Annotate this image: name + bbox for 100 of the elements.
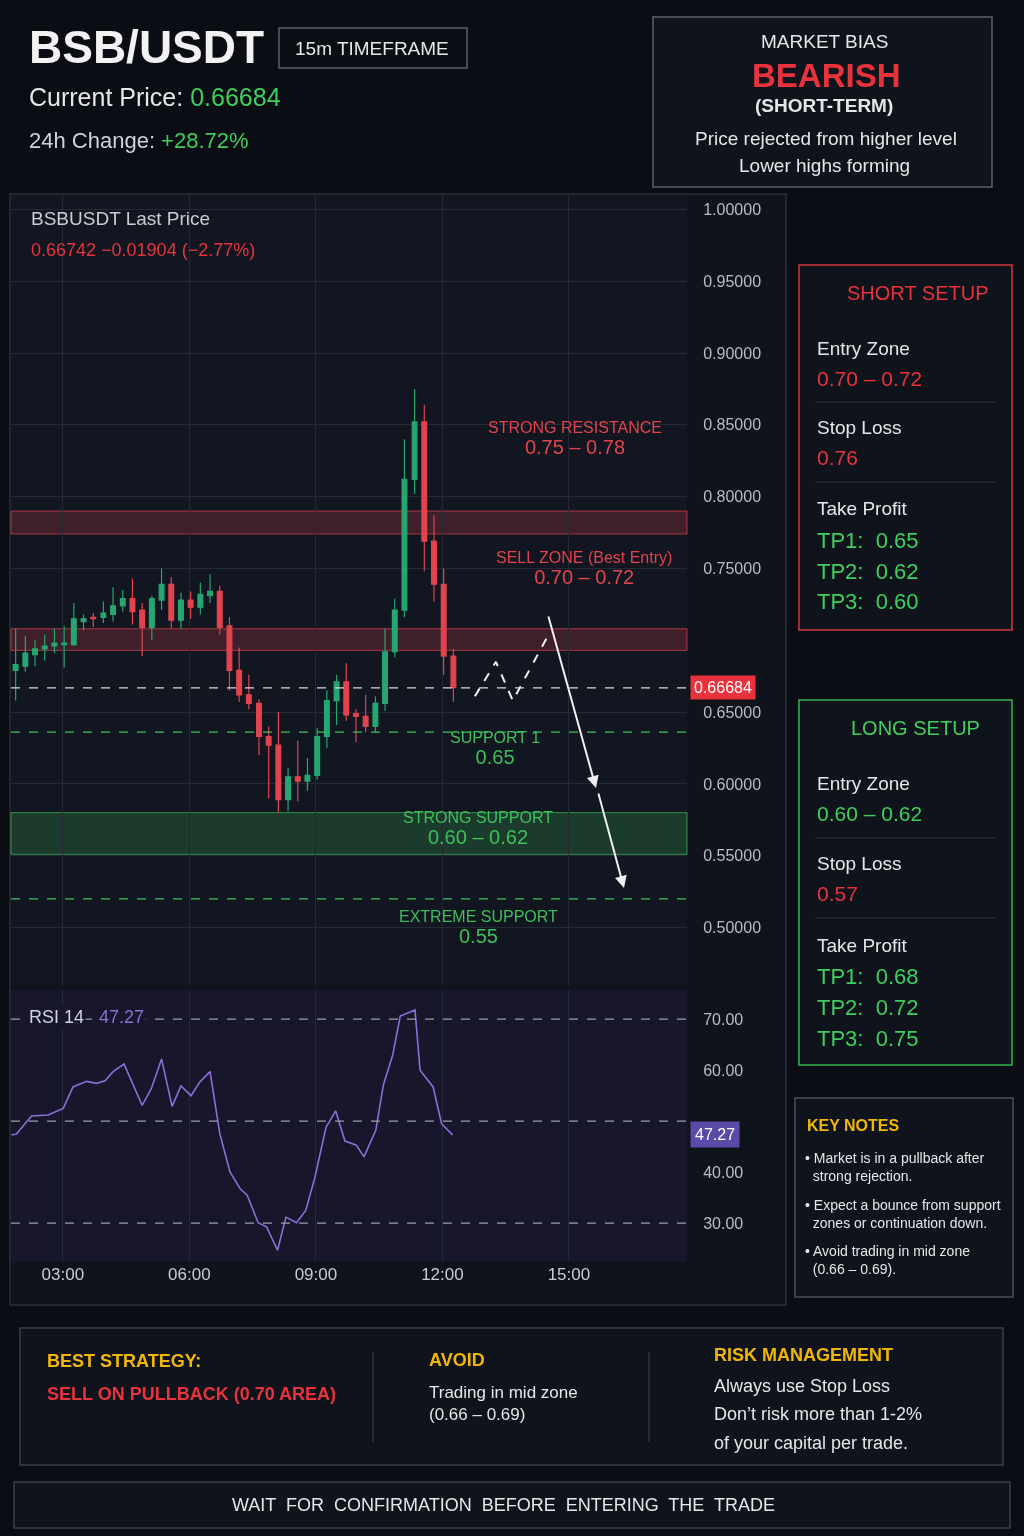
annotation: 0.66742 −0.01904 (−2.77%) bbox=[31, 240, 256, 260]
text: • Avoid trading in mid zone (0.66 – 0.69). bbox=[805, 1243, 971, 1278]
y-tick-label: 30.00 bbox=[703, 1214, 744, 1232]
text: MARKET BIAS bbox=[761, 31, 889, 52]
band-label: SELL ZONE (Best Entry) 0.70 – 0.72 bbox=[496, 549, 673, 588]
text: Don’t risk more than 1-2% bbox=[714, 1404, 923, 1424]
candlestick bbox=[362, 694, 369, 733]
text: 0.60 – 0.62 bbox=[817, 802, 923, 825]
y-tick-label: 60.00 bbox=[703, 1061, 744, 1079]
candlestick bbox=[207, 573, 214, 604]
y-tick-label: 0.65000 bbox=[703, 703, 762, 721]
candlestick bbox=[51, 628, 58, 654]
ref-line-label: 0.66684 bbox=[694, 679, 752, 696]
text: Always use Stop Loss bbox=[714, 1376, 891, 1396]
text: LONG SETUP bbox=[851, 717, 980, 739]
y-tick-label: 1.00000 bbox=[703, 200, 762, 218]
text: • Expect a bounce from support zones or continuation down. bbox=[805, 1197, 1001, 1232]
y-tick-label: 0.90000 bbox=[703, 344, 762, 362]
annotation: BSBUSDT Last Price bbox=[31, 208, 211, 229]
candlestick bbox=[236, 646, 243, 703]
text: 0.57 bbox=[817, 882, 858, 905]
candlestick bbox=[22, 635, 29, 673]
text: Stop Loss bbox=[817, 417, 902, 438]
y-tick-label: 40.00 bbox=[703, 1163, 744, 1181]
candlestick bbox=[275, 711, 282, 814]
text: TP1: 0.68 bbox=[817, 964, 919, 989]
text: Price rejected from higher level bbox=[695, 128, 957, 149]
text: BEARISH bbox=[752, 57, 901, 94]
text: KEY NOTES bbox=[807, 1117, 900, 1134]
y-tick-label: 0.60000 bbox=[703, 775, 762, 793]
candlestick bbox=[294, 740, 301, 802]
x-tick-label: 03:00 bbox=[41, 1265, 85, 1284]
candlestick bbox=[80, 613, 87, 631]
band-label: STRONG SUPPORT 0.60 – 0.62 bbox=[403, 809, 554, 848]
candlestick bbox=[61, 625, 68, 669]
text: AVOID bbox=[429, 1350, 485, 1370]
candlestick bbox=[41, 633, 48, 661]
text: Take Profit bbox=[817, 935, 908, 956]
x-tick-label: 06:00 bbox=[168, 1265, 211, 1284]
text: of your capital per trade. bbox=[714, 1433, 909, 1453]
ref-line-label: SUPPORT 1 0.65 bbox=[450, 729, 541, 768]
candlestick bbox=[440, 567, 447, 676]
candlestick bbox=[110, 586, 117, 623]
text: Lower highs forming bbox=[739, 155, 911, 176]
candlestick bbox=[32, 639, 39, 667]
y-tick-label: 0.80000 bbox=[703, 488, 762, 506]
text: SHORT SETUP bbox=[847, 282, 989, 304]
candlestick bbox=[148, 595, 155, 641]
y-tick-label: 0.85000 bbox=[703, 416, 762, 434]
y-tick-label: 0.95000 bbox=[703, 272, 762, 290]
candlestick bbox=[255, 698, 262, 756]
text: TP3: 0.75 bbox=[817, 1026, 919, 1051]
candlestick bbox=[158, 567, 165, 611]
text: RSI 14 bbox=[29, 1007, 85, 1027]
candlestick bbox=[314, 727, 321, 781]
text: 15m TIMEFRAME bbox=[295, 38, 449, 59]
text: Entry Zone bbox=[817, 773, 910, 794]
y-tick-label: 70.00 bbox=[703, 1010, 744, 1028]
text: BEST STRATEGY: bbox=[47, 1351, 202, 1371]
candlestick bbox=[431, 514, 437, 603]
text: • Market is in a pullback after strong rejection. bbox=[805, 1150, 985, 1185]
candlestick bbox=[411, 388, 418, 495]
y-tick-label: 0.55000 bbox=[703, 847, 762, 865]
text: (SHORT-TERM) bbox=[755, 95, 894, 116]
text: 24h Change: +28.72% bbox=[29, 128, 249, 153]
candlestick bbox=[100, 600, 107, 624]
candlestick bbox=[226, 616, 233, 692]
text: TP3: 0.60 bbox=[817, 589, 919, 614]
text: TP2: 0.72 bbox=[817, 995, 919, 1020]
candlestick bbox=[304, 757, 311, 792]
text: Trading in mid zone (0.66 – 0.69) bbox=[429, 1383, 578, 1425]
candlestick bbox=[197, 582, 204, 616]
text: Take Profit bbox=[817, 498, 908, 519]
candlestick bbox=[323, 689, 330, 749]
text: SELL ON PULLBACK (0.70 AREA) bbox=[47, 1384, 337, 1404]
candlestick bbox=[352, 708, 359, 743]
candlestick bbox=[129, 577, 136, 626]
candlestick bbox=[90, 612, 97, 628]
candlestick bbox=[421, 404, 428, 572]
annotation: 47.27 bbox=[99, 1007, 145, 1027]
candlestick bbox=[382, 628, 389, 712]
text: Current Price: 0.66684 bbox=[29, 83, 281, 111]
y-tick-label: 0.75000 bbox=[703, 560, 762, 578]
band-label: STRONG RESISTANCE 0.75 – 0.78 bbox=[488, 419, 662, 458]
y-tick-label: 0.50000 bbox=[703, 919, 762, 937]
ref-line-label: EXTREME SUPPORT 0.55 bbox=[399, 908, 559, 947]
candlestick bbox=[450, 648, 457, 703]
candlestick bbox=[265, 725, 272, 799]
candlestick bbox=[216, 585, 223, 636]
candlestick bbox=[12, 628, 19, 702]
text: Stop Loss bbox=[817, 853, 902, 874]
text: TP1: 0.65 bbox=[817, 528, 919, 553]
candlestick bbox=[119, 589, 126, 613]
chart-title: BSB/USDT bbox=[29, 21, 265, 73]
text: TP2: 0.62 bbox=[817, 559, 919, 584]
candlestick bbox=[70, 602, 77, 647]
text: 0.76 bbox=[817, 446, 858, 469]
candlestick bbox=[187, 590, 194, 620]
candlestick bbox=[168, 576, 175, 630]
candlestick bbox=[245, 674, 252, 710]
